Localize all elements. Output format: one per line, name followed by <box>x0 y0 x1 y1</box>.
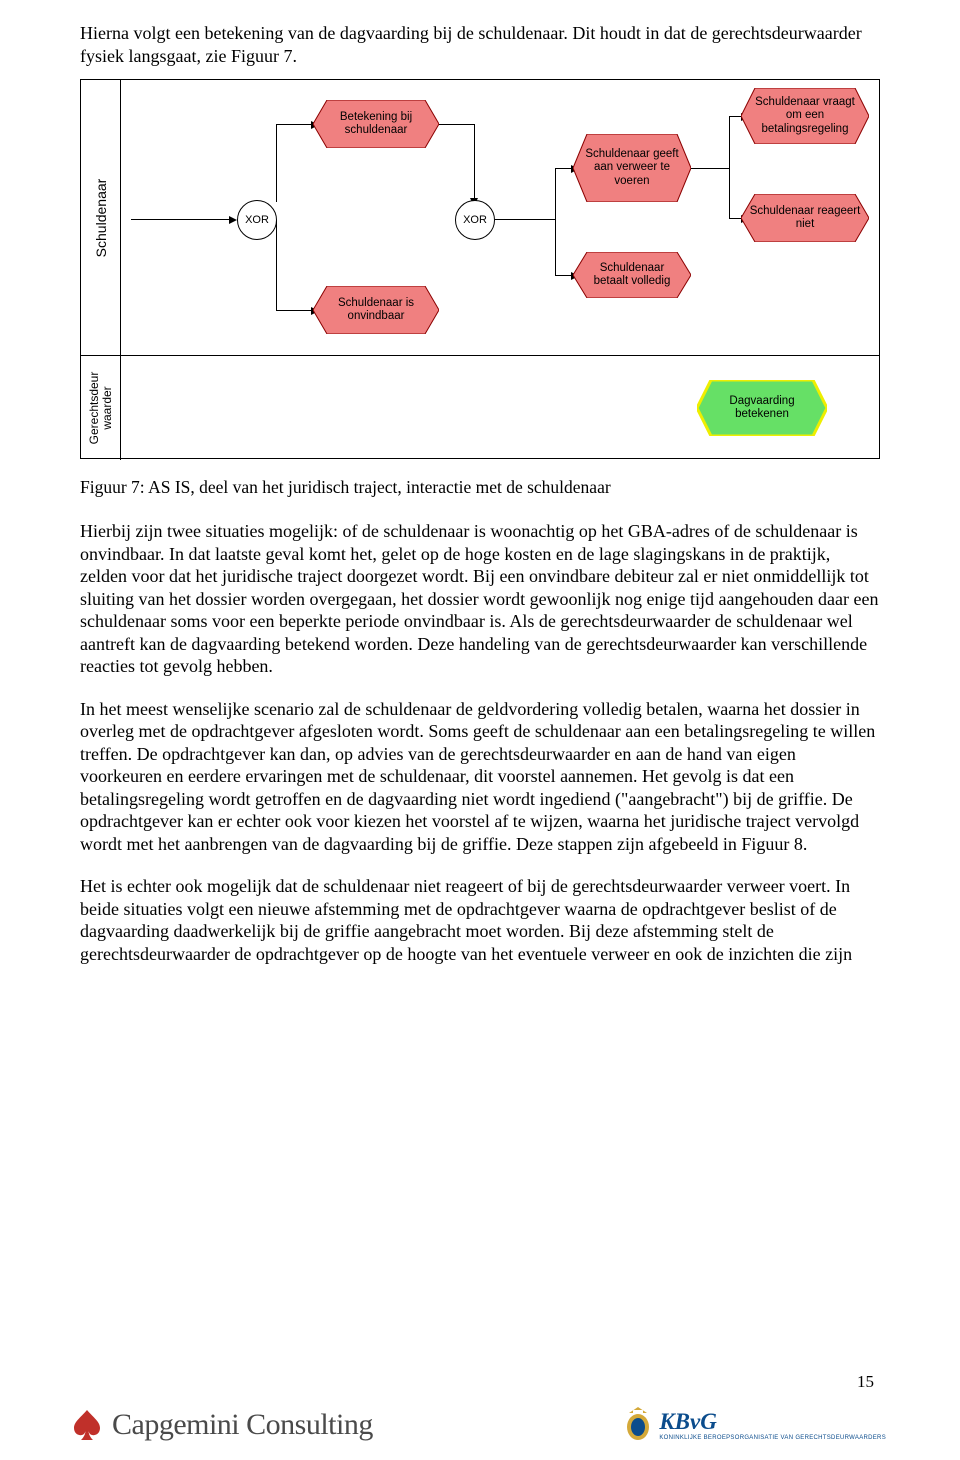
kbvg-text: KBvG <box>659 1409 886 1435</box>
capgemini-text: Capgemini Consulting <box>112 1408 373 1442</box>
figure-caption: Figuur 7: AS IS, deel van het juridisch … <box>80 477 880 498</box>
xor-gate-1: XOR <box>237 200 277 240</box>
xor-label-1: XOR <box>245 214 269 226</box>
node-dagvaarding-label: Dagvaarding betekenen <box>705 395 819 421</box>
paragraph-3: Het is echter ook mogelijk dat de schuld… <box>80 875 880 965</box>
node-verweer: Schuldenaar geeft aan verweer te voeren <box>573 134 691 202</box>
page-footer: Capgemini Consulting KBvG KONINKLIJKE BE… <box>0 1398 960 1452</box>
lane-label-box-2: Gerechtsdeurwaarder <box>81 356 121 460</box>
paragraph-2: In het meest wenselijke scenario zal de … <box>80 698 880 856</box>
node-onvindbaar-label: Schuldenaar is onvindbaar <box>321 297 431 323</box>
lane-gerechtsdeurwaarder: Gerechtsdeurwaarder Dagvaarding betekene… <box>81 356 879 460</box>
node-betaalt: Schuldenaar betaalt volledig <box>573 252 691 298</box>
intro-paragraph: Hierna volgt een betekening van de dagva… <box>80 22 880 67</box>
node-betekening: Betekening bij schuldenaar <box>313 100 439 148</box>
node-betalingsregeling: Schuldenaar vraagt om een betalingsregel… <box>741 88 869 144</box>
node-reageert-niet-label: Schuldenaar reageert niet <box>749 205 861 231</box>
kbvg-logo: KBvG KONINKLIJKE BEROEPSORGANISATIE VAN … <box>623 1405 886 1445</box>
node-dagvaarding-betekenen: Dagvaarding betekenen <box>697 380 827 436</box>
paragraph-1: Hierbij zijn twee situaties mogelijk: of… <box>80 520 880 678</box>
node-betekening-label: Betekening bij schuldenaar <box>321 111 431 137</box>
node-verweer-label: Schuldenaar geeft aan verweer te voeren <box>581 148 683 188</box>
lane-schuldenaar: Schuldenaar <box>81 80 879 356</box>
lane-label-1: Schuldenaar <box>93 178 109 257</box>
figure-7-diagram: Schuldenaar <box>80 79 880 459</box>
lane-label-2: Gerechtsdeurwaarder <box>87 372 113 445</box>
node-betaalt-label: Schuldenaar betaalt volledig <box>581 262 683 288</box>
node-betalingsregeling-label: Schuldenaar vraagt om een betalingsregel… <box>749 96 861 136</box>
xor-label-2: XOR <box>463 214 487 226</box>
xor-gate-2: XOR <box>455 200 495 240</box>
node-onvindbaar: Schuldenaar is onvindbaar <box>313 286 439 334</box>
crest-icon <box>623 1405 653 1445</box>
lane-label-box-1: Schuldenaar <box>81 80 121 355</box>
node-reageert-niet: Schuldenaar reageert niet <box>741 194 869 242</box>
page-number: 15 <box>857 1372 874 1392</box>
capgemini-logo: Capgemini Consulting <box>70 1408 373 1442</box>
kbvg-sub: KONINKLIJKE BEROEPSORGANISATIE VAN GEREC… <box>659 1435 886 1441</box>
spade-icon <box>70 1408 104 1442</box>
